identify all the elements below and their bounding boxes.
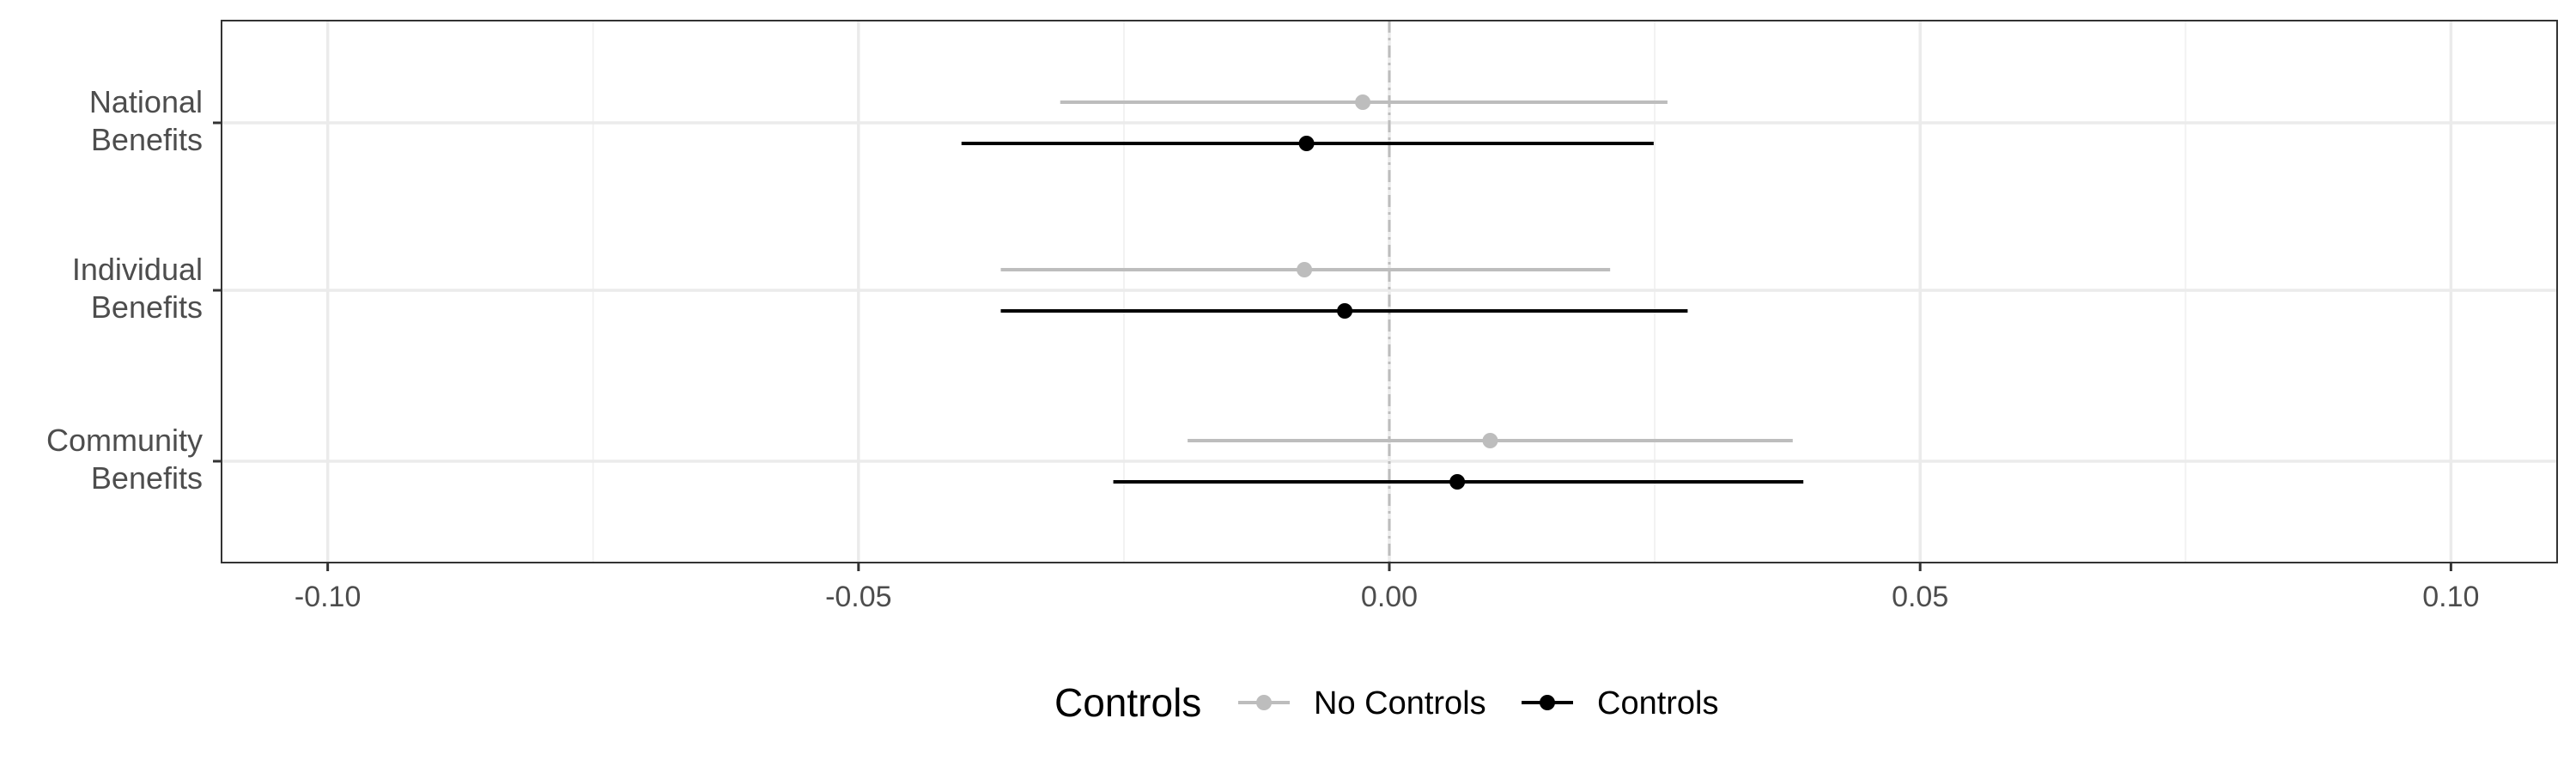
point-controls bbox=[1449, 474, 1466, 490]
x-tick-label: 0.00 bbox=[1361, 581, 1418, 613]
point-no-controls bbox=[1482, 433, 1498, 448]
y-category-label: Community bbox=[46, 423, 203, 458]
legend-label-controls: Controls bbox=[1597, 685, 1719, 721]
y-category-label: Individual bbox=[72, 252, 203, 287]
x-tick-label: -0.10 bbox=[295, 581, 361, 613]
y-category-label: Benefits bbox=[91, 122, 203, 157]
y-category-label: National bbox=[89, 84, 203, 119]
legend: Controls No Controls Controls bbox=[1054, 680, 1719, 725]
point-controls bbox=[1337, 303, 1353, 319]
legend-title: Controls bbox=[1054, 680, 1201, 725]
x-tick-label: 0.10 bbox=[2422, 581, 2479, 613]
point-no-controls bbox=[1297, 262, 1313, 277]
series-layer bbox=[961, 94, 1804, 490]
x-tick-label: -0.05 bbox=[825, 581, 892, 613]
legend-key-dot-controls bbox=[1540, 695, 1555, 710]
x-tick-label: 0.05 bbox=[1892, 581, 1948, 613]
point-no-controls bbox=[1355, 94, 1371, 110]
axis-layer: -0.10 -0.05 0.00 0.05 0.10NationalBenefitsIn… bbox=[46, 84, 2480, 613]
y-category-label: Benefits bbox=[91, 460, 203, 496]
legend-label-no-controls: No Controls bbox=[1314, 685, 1486, 721]
legend-key-dot-no-controls bbox=[1256, 695, 1272, 710]
y-category-label: Benefits bbox=[91, 289, 203, 325]
point-controls bbox=[1298, 136, 1315, 151]
